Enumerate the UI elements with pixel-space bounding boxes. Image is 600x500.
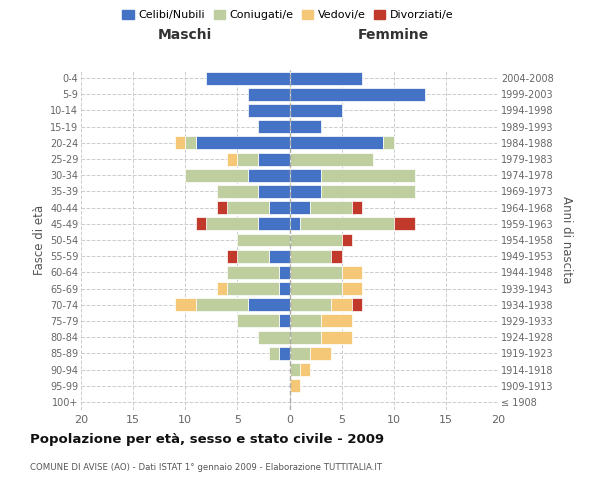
Bar — [238, 314, 279, 328]
Bar — [290, 298, 331, 311]
Bar — [290, 218, 300, 230]
Bar — [258, 120, 290, 133]
Bar — [248, 169, 290, 181]
Bar — [238, 152, 258, 166]
Bar — [341, 234, 352, 246]
Bar — [290, 347, 310, 360]
Bar — [248, 88, 290, 101]
Bar — [290, 169, 321, 181]
Bar — [290, 363, 300, 376]
Bar — [196, 218, 206, 230]
Bar — [290, 201, 310, 214]
Bar — [227, 250, 238, 262]
Bar — [217, 201, 227, 214]
Bar — [227, 152, 238, 166]
Text: Femmine: Femmine — [358, 28, 430, 42]
Bar — [290, 234, 341, 246]
Bar — [352, 201, 362, 214]
Bar — [196, 298, 248, 311]
Bar — [258, 330, 290, 344]
Bar — [383, 136, 394, 149]
Bar — [258, 185, 290, 198]
Y-axis label: Anni di nascita: Anni di nascita — [560, 196, 573, 284]
Bar — [258, 152, 290, 166]
Bar — [269, 347, 279, 360]
Bar — [248, 298, 290, 311]
Bar — [290, 136, 383, 149]
Bar — [175, 136, 185, 149]
Bar — [321, 314, 352, 328]
Bar — [341, 282, 362, 295]
Bar — [227, 201, 269, 214]
Bar — [321, 169, 415, 181]
Bar — [290, 120, 321, 133]
Bar — [206, 218, 258, 230]
Bar — [175, 298, 196, 311]
Bar — [290, 250, 331, 262]
Bar — [290, 72, 362, 85]
Bar — [290, 152, 373, 166]
Bar — [227, 282, 279, 295]
Bar — [331, 250, 341, 262]
Legend: Celibi/Nubili, Coniugati/e, Vedovi/e, Divorziati/e: Celibi/Nubili, Coniugati/e, Vedovi/e, Di… — [118, 6, 458, 25]
Bar — [310, 347, 331, 360]
Bar — [279, 282, 290, 295]
Bar — [238, 250, 269, 262]
Bar — [310, 201, 352, 214]
Bar — [331, 298, 352, 311]
Text: Popolazione per età, sesso e stato civile - 2009: Popolazione per età, sesso e stato civil… — [30, 432, 384, 446]
Bar — [290, 314, 321, 328]
Bar — [196, 136, 290, 149]
Y-axis label: Fasce di età: Fasce di età — [32, 205, 46, 275]
Bar — [290, 379, 300, 392]
Bar — [269, 250, 290, 262]
Bar — [300, 218, 394, 230]
Bar — [217, 282, 227, 295]
Bar — [341, 266, 362, 279]
Bar — [279, 314, 290, 328]
Bar — [290, 282, 341, 295]
Bar — [321, 185, 415, 198]
Bar — [217, 185, 258, 198]
Bar — [258, 218, 290, 230]
Bar — [290, 330, 321, 344]
Text: Maschi: Maschi — [158, 28, 212, 42]
Bar — [185, 169, 248, 181]
Bar — [248, 104, 290, 117]
Bar — [300, 363, 310, 376]
Bar — [185, 136, 196, 149]
Bar — [238, 234, 290, 246]
Bar — [290, 104, 341, 117]
Bar — [352, 298, 362, 311]
Bar — [290, 185, 321, 198]
Bar — [290, 88, 425, 101]
Bar — [227, 266, 279, 279]
Text: COMUNE DI AVISE (AO) - Dati ISTAT 1° gennaio 2009 - Elaborazione TUTTITALIA.IT: COMUNE DI AVISE (AO) - Dati ISTAT 1° gen… — [30, 462, 382, 471]
Bar — [269, 201, 290, 214]
Bar — [279, 266, 290, 279]
Bar — [279, 347, 290, 360]
Bar — [290, 266, 341, 279]
Bar — [394, 218, 415, 230]
Bar — [321, 330, 352, 344]
Bar — [206, 72, 290, 85]
